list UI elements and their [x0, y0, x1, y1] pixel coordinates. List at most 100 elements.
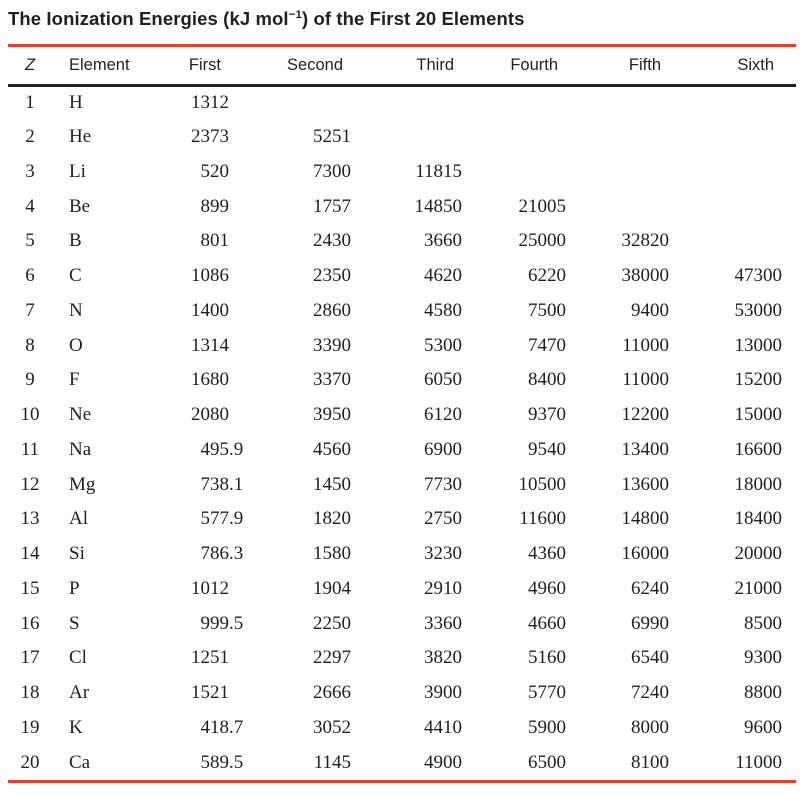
cell-value: 20000: [734, 543, 783, 565]
cell-value: 6540: [631, 647, 669, 669]
cell-value: 11000: [622, 334, 669, 356]
table-row: 16 S 999.5 2250 3360 4660 6990 8500: [8, 606, 796, 641]
cell-value: 13600: [621, 473, 670, 495]
table-row: 10 Ne 2080 3950 6120 9370 12200 15000: [8, 398, 796, 433]
table-row: 1 H 1312: [8, 85, 796, 120]
table-row: 12 Mg 738.1 1450 7730 10500 13600 18000: [8, 467, 796, 502]
table-row: 8 O 1314 3390 5300 7470 11000 13000: [8, 328, 796, 363]
table-row: 15 P 1012 1904 2910 4960 6240 21000: [8, 572, 796, 607]
cell-element-symbol: Al: [69, 508, 88, 530]
cell-value: 6900: [424, 438, 462, 460]
cell-value: 11600: [519, 508, 566, 530]
cell-value: 3230: [424, 543, 462, 565]
cell-value: 8100: [631, 751, 669, 773]
cell-element-symbol: P: [69, 577, 80, 599]
cell-value: [365, 85, 476, 120]
table-row: 17 Cl 1251 2297 3820 5160 6540 9300: [8, 641, 796, 676]
cell-value: 7240: [631, 682, 669, 704]
cell-value: 1145: [313, 751, 351, 773]
cell-atomic-number: 4: [25, 195, 35, 217]
cell-element-symbol: Cl: [69, 647, 87, 669]
cell-value: 11000: [735, 751, 782, 773]
table-row: 11 Na 495.9 4560 6900 9540 13400 16600: [8, 433, 796, 468]
cell-value: 3950: [313, 404, 351, 426]
cell-value: 495.9: [200, 438, 244, 460]
cell-value: 738.1: [200, 473, 244, 495]
cell-value: [683, 120, 796, 155]
cell-atomic-number: 16: [20, 612, 40, 634]
cell-atomic-number: 15: [20, 577, 40, 599]
cell-value: 11815: [415, 160, 462, 182]
cell-atomic-number: 20: [20, 751, 40, 773]
cell-value: 2080: [191, 404, 229, 426]
cell-value: [476, 120, 580, 155]
cell-value: [365, 120, 476, 155]
title-superscript: −1: [288, 8, 302, 21]
cell-value: 4660: [528, 612, 566, 634]
cell-value: [580, 85, 683, 120]
table-row: 13 Al 577.9 1820 2750 11600 14800 18400: [8, 502, 796, 537]
cell-value: 6220: [528, 265, 566, 287]
cell-value: 589.5: [200, 751, 244, 773]
cell-element-symbol: Ar: [69, 682, 90, 704]
cell-value: [580, 189, 683, 224]
cell-atomic-number: 18: [20, 682, 40, 704]
cell-element-symbol: Na: [69, 438, 92, 460]
cell-atomic-number: 10: [20, 404, 40, 426]
cell-element-symbol: H: [69, 92, 83, 114]
cell-value: 5770: [528, 682, 566, 704]
cell-value: 14850: [414, 195, 463, 217]
cell-value: 1757: [313, 195, 351, 217]
cell-value: 1086: [191, 265, 229, 287]
cell-value: 2910: [424, 577, 462, 599]
cell-value: 4580: [424, 299, 462, 321]
cell-element-symbol: F: [69, 369, 80, 391]
cell-value: [683, 189, 796, 224]
table-row: 4 Be 899 1757 14850 21005: [8, 189, 796, 224]
cell-value: 2430: [313, 230, 351, 252]
cell-atomic-number: 12: [20, 473, 40, 495]
cell-value: 5300: [424, 334, 462, 356]
table-header-row: Z Element First Second Third Fourth Fifth Sixth: [8, 47, 796, 85]
cell-value: 8800: [744, 682, 782, 704]
cell-value: 1012: [191, 577, 229, 599]
table-row: 6 C 1086 2350 4620 6220 38000 47300: [8, 259, 796, 294]
cell-value: 3390: [313, 334, 351, 356]
cell-value: 4410: [424, 716, 462, 738]
cell-value: 14800: [621, 508, 670, 530]
column-header-second: Second: [287, 55, 343, 74]
cell-value: 1521: [191, 682, 229, 704]
cell-value: 577.9: [200, 508, 244, 530]
cell-atomic-number: 14: [20, 543, 40, 565]
cell-value: 21005: [518, 195, 567, 217]
cell-value: 6240: [631, 577, 669, 599]
cell-value: 3052: [313, 716, 351, 738]
cell-value: 1400: [191, 299, 229, 321]
table-title: The Ionization Energies (kJ mol−1) of th…: [8, 8, 796, 30]
cell-atomic-number: 3: [25, 160, 35, 182]
ionization-energies-table: Z Element First Second Third Fourth Fifth Sixth…: [8, 47, 796, 780]
cell-value: 6500: [528, 751, 566, 773]
cell-value: 25000: [518, 230, 567, 252]
cell-value: 9600: [744, 716, 782, 738]
cell-value: 8400: [528, 369, 566, 391]
cell-value: 16000: [621, 543, 670, 565]
cell-value: 9400: [631, 299, 669, 321]
cell-value: 3900: [424, 682, 462, 704]
cell-element-symbol: He: [69, 126, 92, 148]
cell-value: 418.7: [200, 716, 244, 738]
cell-value: 1580: [313, 543, 351, 565]
cell-value: 801: [200, 230, 230, 252]
cell-value: 38000: [621, 265, 670, 287]
cell-atomic-number: 17: [20, 647, 40, 669]
cell-atomic-number: 7: [25, 299, 35, 321]
cell-element-symbol: Li: [69, 160, 86, 182]
cell-value: 5900: [528, 716, 566, 738]
cell-atomic-number: 8: [25, 334, 35, 356]
cell-value: 2666: [313, 682, 351, 704]
cell-value: 1680: [191, 369, 229, 391]
cell-value: 3360: [424, 612, 462, 634]
cell-value: 9370: [528, 404, 566, 426]
table-row: 2 He 2373 5251: [8, 120, 796, 155]
